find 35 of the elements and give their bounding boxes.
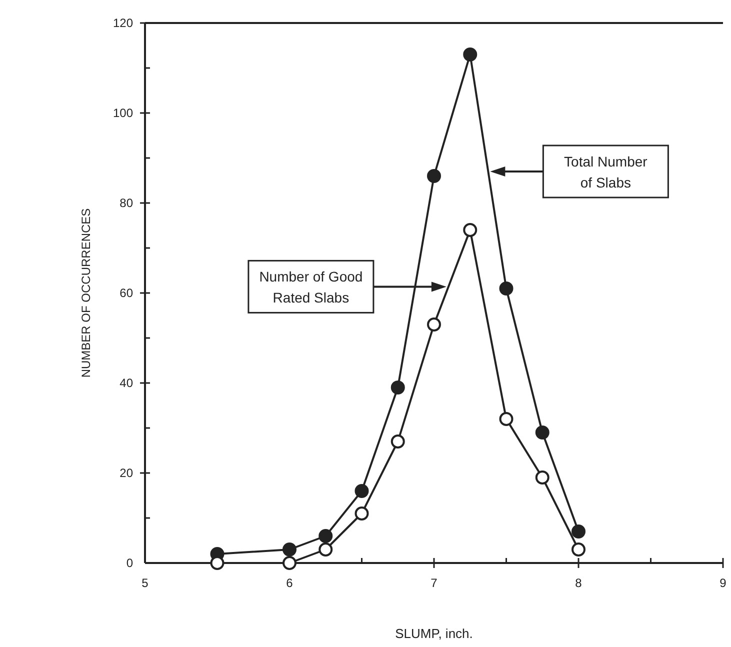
annotation: Number of Good Rated Slabs — [259, 268, 363, 306]
y-tick-label: 40 — [120, 376, 134, 390]
point — [499, 412, 514, 426]
annotation: Total Number of Slabs — [564, 154, 648, 190]
x-tick-label: 7 — [430, 576, 438, 590]
point — [463, 223, 478, 237]
x-tick-label: 6 — [286, 576, 294, 590]
x-axis-title: SLUMP, inch. — [395, 626, 473, 641]
point — [354, 484, 369, 498]
y-tick-label: 60 — [120, 286, 134, 300]
point — [318, 542, 333, 556]
point — [318, 529, 333, 543]
point — [535, 470, 550, 484]
point — [499, 282, 514, 296]
y-tick-label: 100 — [112, 106, 134, 120]
point — [354, 506, 369, 520]
point — [210, 556, 224, 570]
y-tick-label: 0 — [126, 556, 134, 570]
point — [535, 426, 550, 440]
point — [572, 524, 586, 538]
x-tick-label: 5 — [142, 576, 149, 590]
x-tick-label: 8 — [575, 576, 582, 590]
point — [390, 434, 405, 448]
point — [427, 318, 441, 332]
y-tick-label: 120 — [112, 16, 134, 30]
point — [427, 169, 441, 183]
point — [463, 48, 478, 62]
y-tick-label: 80 — [120, 196, 134, 210]
y-tick-label: 20 — [120, 466, 134, 480]
y-axis-title: NUMBER OF OCCURRENCES — [79, 208, 93, 378]
point — [282, 556, 296, 570]
point — [572, 542, 586, 556]
point — [390, 380, 405, 394]
x-tick-label: 9 — [720, 576, 727, 590]
point — [282, 542, 296, 556]
